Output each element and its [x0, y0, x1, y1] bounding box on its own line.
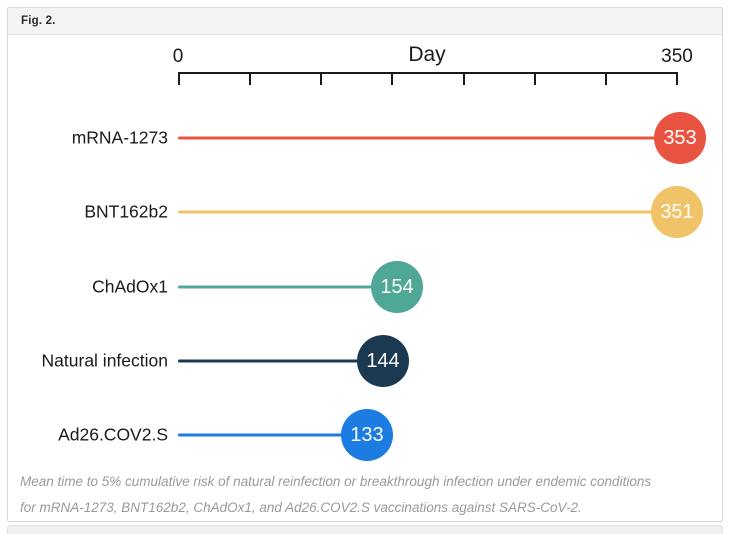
x-axis-tick — [605, 72, 607, 85]
figure-header: Fig. 2. — [8, 8, 722, 35]
value-label: 133 — [350, 423, 384, 446]
x-axis-line — [178, 72, 678, 74]
value-label: 154 — [380, 275, 414, 298]
x-axis-tick — [320, 72, 322, 85]
lollipop-line — [178, 433, 367, 437]
category-label: mRNA-1273 — [71, 127, 168, 148]
value-label: 144 — [366, 349, 400, 372]
x-axis-tick — [391, 72, 393, 85]
figure-card: Fig. 2. 0 350 Day mRNA-1273 353 BNT162b2 351 C… — [7, 7, 723, 522]
x-axis-max-label: 350 — [661, 46, 693, 67]
lollipop-line — [178, 210, 677, 214]
lollipop-line — [178, 359, 383, 363]
lollipop-circle: 353 — [654, 112, 706, 164]
lollipop-line — [178, 285, 397, 289]
x-axis-tick — [178, 72, 180, 85]
figure-header-label: Fig. 2. — [21, 15, 56, 27]
x-axis-min-label: 0 — [172, 46, 184, 67]
x-axis-tick — [249, 72, 251, 85]
lollipop-circle: 133 — [341, 409, 393, 461]
x-axis-tick — [534, 72, 536, 85]
category-label: Ad26.COV2.S — [58, 424, 168, 445]
lollipop-circle: 351 — [651, 186, 703, 238]
value-label: 351 — [660, 200, 694, 223]
x-axis-tick — [463, 72, 465, 85]
category-label: Natural infection — [41, 350, 168, 371]
next-card-top-edge — [7, 525, 723, 534]
figure-caption: Mean time to 5% cumulative risk of natur… — [20, 474, 652, 515]
category-label: BNT162b2 — [84, 201, 168, 222]
lollipop-circle: 144 — [357, 335, 409, 387]
lollipop-circle: 154 — [371, 261, 423, 313]
lollipop-chart: 0 350 Day mRNA-1273 353 BNT162b2 351 ChAdOx1 15… — [8, 35, 722, 521]
x-axis-tick — [676, 72, 678, 85]
lollipop-line — [178, 136, 680, 140]
category-label: ChAdOx1 — [92, 276, 168, 297]
x-axis-title: Day — [408, 43, 446, 66]
value-label: 353 — [663, 126, 697, 149]
